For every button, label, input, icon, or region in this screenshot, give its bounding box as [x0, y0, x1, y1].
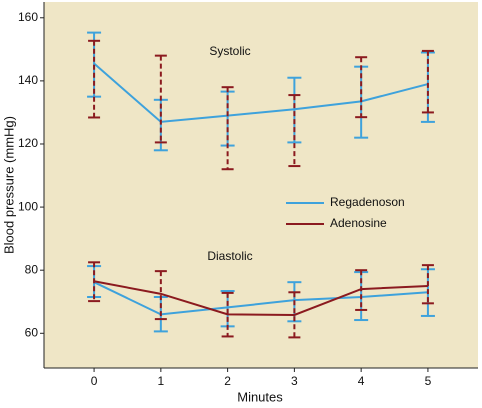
- x-tick-label: 0: [91, 374, 98, 388]
- y-tick-label: 120: [18, 136, 38, 150]
- series-line: [93, 62, 429, 123]
- x-tick-label: 1: [158, 374, 165, 388]
- legend-label: Regadenoson: [330, 195, 405, 209]
- y-tick-label: 100: [18, 199, 38, 213]
- panel-label: Systolic: [209, 44, 250, 58]
- y-tick-label: 60: [25, 325, 39, 339]
- y-axis-title: Blood pressure (mmHg): [1, 116, 16, 254]
- panel-label: Diastolic: [207, 249, 252, 263]
- x-axis-title: Minutes: [237, 389, 283, 404]
- legend-label: Adenosine: [330, 216, 387, 230]
- series-line: [93, 281, 428, 316]
- x-tick-label: 5: [425, 374, 432, 388]
- x-tick-label: 3: [291, 374, 298, 388]
- x-tick-label: 2: [224, 374, 231, 388]
- x-tick-label: 4: [358, 374, 365, 388]
- y-tick-label: 160: [18, 10, 38, 24]
- plot-background: [44, 2, 478, 368]
- y-tick-label: 80: [25, 262, 39, 276]
- series-line: [93, 280, 428, 316]
- y-tick-label: 140: [18, 73, 38, 87]
